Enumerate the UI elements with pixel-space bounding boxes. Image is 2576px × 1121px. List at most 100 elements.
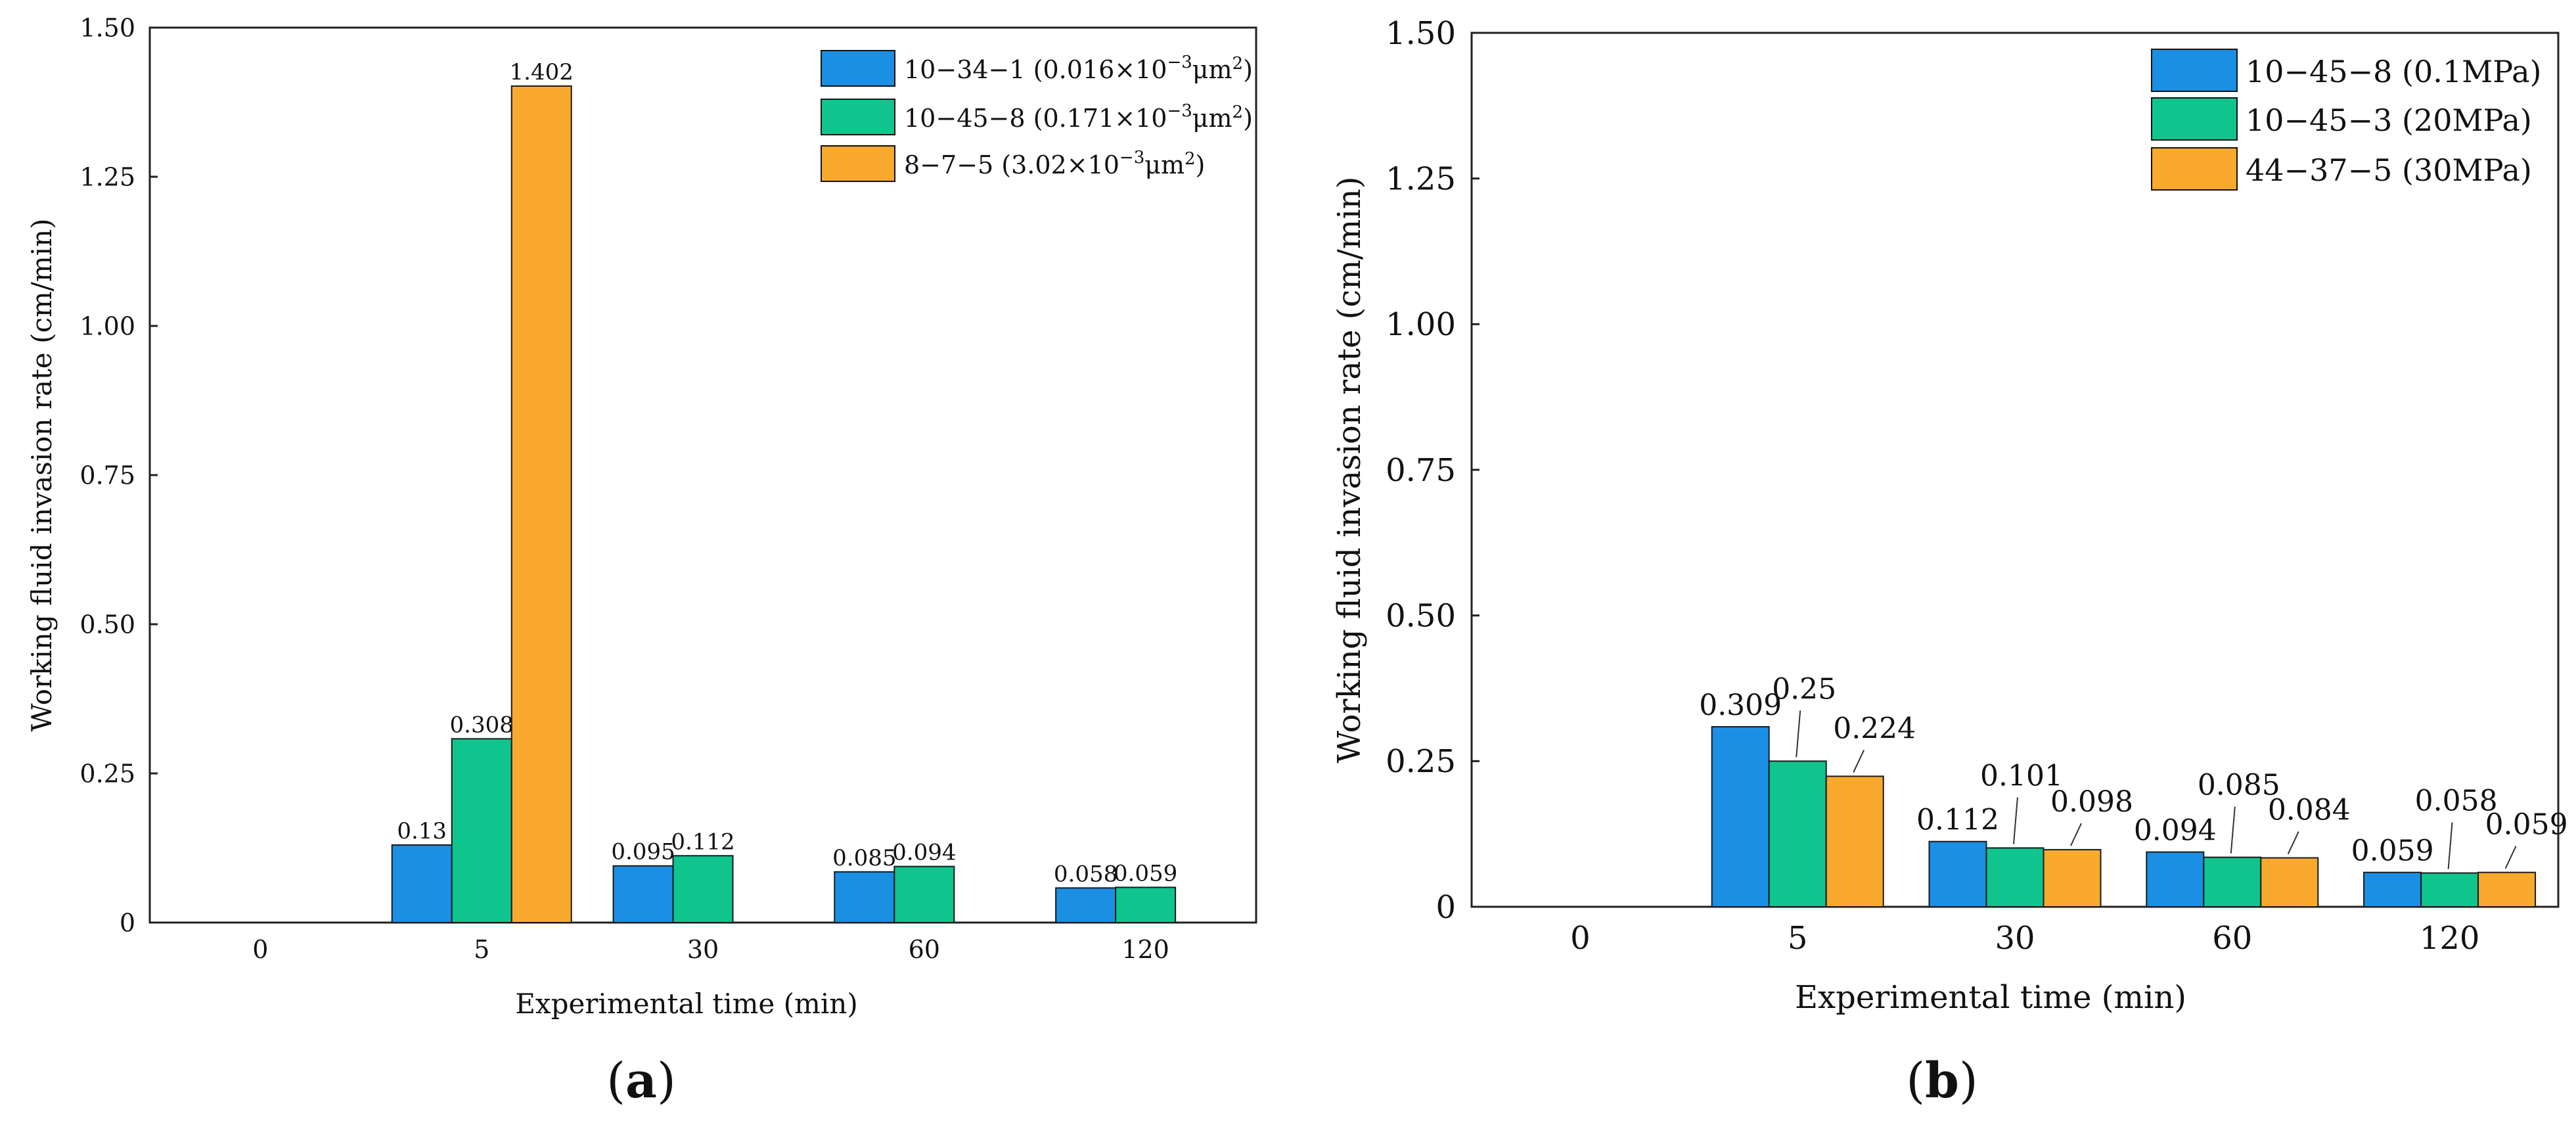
y-tick-label: 0.75 — [79, 461, 135, 490]
bar-label-a-s1-30: 0.095 — [611, 839, 675, 865]
bar-label-leader — [1796, 710, 1801, 758]
bar-a-s1-5 — [391, 844, 453, 923]
bar-label-b-s2-60: 0.085 — [2198, 769, 2280, 802]
legend-label-b-1: 10−45−8 (0.1MPa) — [2246, 54, 2542, 89]
bar-a-s2-120 — [1115, 886, 1177, 923]
x-tick-label: 0 — [252, 935, 268, 964]
bar-label-b-s3-120: 0.059 — [2485, 808, 2568, 842]
legend-label-b-3: 44−37−5 (30MPa) — [2246, 152, 2532, 188]
bar-label-b-s3-60: 0.084 — [2268, 794, 2351, 827]
y-tick-label: 0.25 — [79, 759, 135, 788]
bar-label-leader — [1853, 749, 1865, 773]
bar-label-a-s2-5: 0.308 — [450, 712, 514, 738]
y-tick-label: 0.75 — [1386, 452, 1456, 489]
bar-b-s3-60 — [2260, 857, 2319, 908]
legend-item-b-1: 10−45−8 (0.1MPa) — [2151, 49, 2542, 92]
y-tick-label: 1.50 — [79, 13, 135, 42]
y-axis-a: 0 0.25 0.50 0.75 1.00 1.25 1.50 — [79, 13, 158, 937]
x-tick-label: 60 — [909, 935, 940, 964]
bars-a — [391, 85, 1177, 924]
x-tick-label: 5 — [474, 935, 489, 964]
bar-a-s3-5 — [510, 85, 572, 923]
bar-b-s2-60 — [2203, 856, 2262, 907]
bar-b-s3-5 — [1825, 775, 1884, 908]
bar-label-leader — [2447, 822, 2453, 869]
bar-label-b-s2-5: 0.25 — [1772, 672, 1836, 706]
y-tick-label: 0.50 — [1386, 597, 1456, 634]
bar-label-b-s2-120: 0.058 — [2415, 785, 2498, 818]
bar-a-s2-30 — [672, 855, 734, 923]
y-tick-label: 0 — [120, 908, 135, 937]
panel-a: 0 0.25 0.50 0.75 1.00 1.25 1.50 0 5 30 60 120 0.13… — [26, 13, 1257, 1109]
bar-label-leader — [2504, 846, 2517, 869]
panel-b: 0 0.25 0.50 0.75 1.00 1.25 1.50 0 5 30 60 120 0.30… — [1331, 15, 2568, 1109]
legend-swatch-a-1 — [821, 50, 895, 87]
legend-swatch-b-1 — [2151, 49, 2238, 92]
bar-label-a-s1-60: 0.085 — [832, 845, 896, 871]
bar-b-s1-120 — [2363, 871, 2422, 907]
legend-item-a-1: 10−34−1 (0.016×10−3μm2) — [821, 50, 1253, 87]
bar-a-s1-120 — [1055, 887, 1117, 924]
y-tick-label: 1.00 — [1386, 306, 1456, 343]
bar-b-s1-60 — [2146, 851, 2205, 907]
x-axis-title-a: Experimental time (min) — [515, 988, 857, 1020]
legend-label-b-2: 10−45−3 (20MPa) — [2246, 103, 2532, 138]
bar-label-b-s1-60: 0.094 — [2134, 814, 2217, 848]
x-tick-label: 60 — [2212, 920, 2252, 957]
bar-label-leader — [2070, 823, 2082, 846]
y-axis-title-b: Working fluid invasion rate (cm/min) — [1331, 177, 1368, 764]
x-tick-label: 0 — [1570, 920, 1591, 957]
legend-label-a-3: 8−7−5 (3.02×10−3μm2) — [904, 148, 1205, 179]
bar-b-s3-120 — [2477, 871, 2537, 907]
bar-b-s2-5 — [1768, 760, 1827, 908]
bar-label-a-s2-60: 0.094 — [892, 840, 956, 866]
bar-label-b-s3-30: 0.098 — [2050, 785, 2133, 819]
bar-label-b-s1-120: 0.059 — [2351, 835, 2434, 868]
y-tick-label: 0.50 — [79, 610, 135, 639]
bar-a-s1-60 — [834, 871, 895, 923]
x-tick-label: 30 — [687, 935, 719, 964]
y-tick-label: 1.50 — [1386, 15, 1456, 52]
bar-label-a-s2-30: 0.112 — [671, 829, 734, 855]
bar-b-s1-5 — [1711, 726, 1770, 908]
bar-label-leader — [2230, 806, 2236, 854]
bar-b-s1-30 — [1928, 840, 1987, 908]
y-tick-label: 1.25 — [79, 162, 135, 191]
legend-item-a-2: 10−45−8 (0.171×10−3μm2) — [821, 99, 1253, 135]
legend-item-a-3: 8−7−5 (3.02×10−3μm2) — [821, 145, 1205, 182]
bar-b-s3-30 — [2043, 849, 2102, 908]
x-tick-label: 120 — [1121, 935, 1169, 964]
bar-b-s2-120 — [2420, 872, 2479, 908]
bar-label-b-s1-30: 0.112 — [1916, 804, 1999, 837]
y-tick-label: 0.25 — [1386, 743, 1456, 780]
legend-item-b-3: 44−37−5 (30MPa) — [2151, 147, 2532, 191]
bars-b — [1711, 726, 2537, 908]
x-tick-label: 30 — [1995, 920, 2035, 957]
bar-label-leader — [2013, 797, 2018, 844]
x-tick-label: 120 — [2420, 920, 2480, 957]
bar-b-s2-30 — [1985, 847, 2045, 907]
x-axis-title-b: Experimental time (min) — [1795, 979, 2186, 1016]
x-axis-b: 0 5 30 60 120 — [1570, 920, 2479, 957]
y-axis-b: 0 0.25 0.50 0.75 1.00 1.25 1.50 — [1386, 15, 1480, 926]
legend-a: 10−34−1 (0.016×10−3μm2) 10−45−8 (0.171×1… — [821, 50, 1253, 182]
panel-label-a: (a) — [606, 1053, 676, 1109]
bar-label-leader — [2287, 831, 2299, 854]
bar-label-a-s1-5: 0.13 — [397, 818, 447, 844]
y-tick-label: 0 — [1435, 889, 1456, 926]
bar-a-s2-5 — [451, 738, 512, 924]
legend-item-b-2: 10−45−3 (20MPa) — [2151, 97, 2532, 141]
y-tick-label: 1.00 — [79, 311, 135, 340]
y-axis-title-a: Working fluid invasion rate (cm/min) — [26, 218, 58, 731]
legend-swatch-b-3 — [2151, 147, 2238, 191]
bar-label-b-s3-5: 0.224 — [1833, 712, 1916, 745]
bar-label-a-s3-5: 1.402 — [510, 59, 574, 85]
bar-label-b-s2-30: 0.101 — [1980, 759, 2063, 792]
bar-a-s2-60 — [893, 865, 955, 923]
y-tick-label: 1.25 — [1386, 160, 1456, 197]
legend-swatch-a-3 — [821, 145, 895, 182]
bar-labels-b: 0.3090.250.2240.1120.1010.0980.0940.0850… — [1699, 672, 2568, 869]
legend-swatch-a-2 — [821, 99, 895, 135]
legend-label-a-2: 10−45−8 (0.171×10−3μm2) — [904, 101, 1253, 133]
